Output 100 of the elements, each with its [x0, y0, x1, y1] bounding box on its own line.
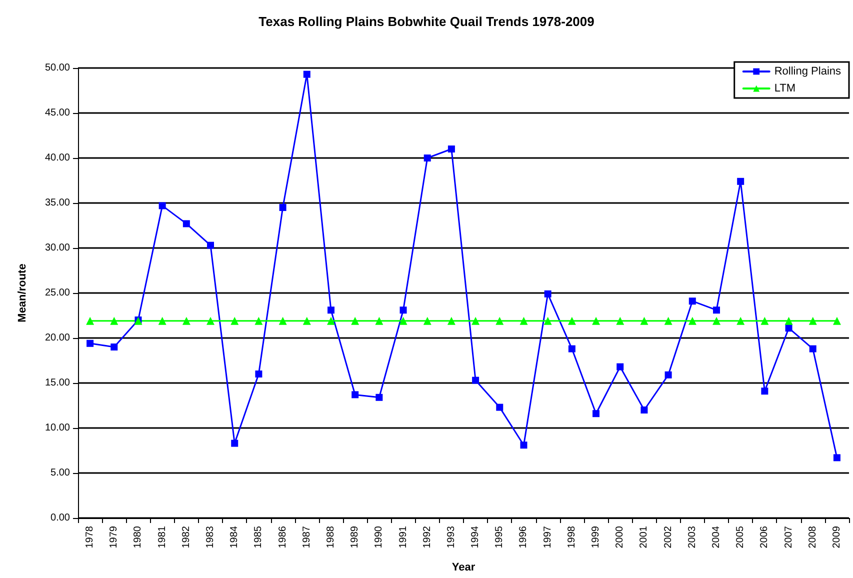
point	[303, 70, 310, 78]
x-tick-label: 1997	[542, 526, 554, 548]
point	[351, 316, 360, 325]
x-tick-label: 1991	[398, 526, 409, 548]
point	[86, 316, 94, 325]
point	[760, 316, 769, 325]
chart-title: Texas Rolling Plains Bobwhite Quail Trends 1978-2009	[258, 14, 594, 29]
x-tick-label: 1984	[229, 526, 240, 548]
point	[327, 306, 334, 314]
point	[784, 316, 793, 325]
point	[255, 370, 262, 378]
point	[640, 406, 648, 414]
x-tick-label: 2003	[686, 526, 698, 548]
point	[182, 316, 190, 325]
point	[832, 316, 841, 325]
point	[375, 316, 384, 325]
point	[664, 371, 672, 378]
x-tick-label: 2006	[759, 526, 770, 548]
legend-label: LTM	[774, 82, 796, 94]
y-tick-label: 50.00	[44, 62, 70, 74]
point	[326, 316, 335, 325]
point	[86, 340, 94, 347]
point	[158, 202, 166, 210]
point	[688, 316, 696, 325]
point	[400, 306, 407, 314]
x-tick-label: 1994	[470, 526, 482, 548]
y-tick-label: 30.00	[44, 242, 70, 254]
point	[254, 316, 263, 325]
point	[544, 290, 552, 298]
point	[809, 345, 816, 352]
point	[278, 316, 287, 325]
point	[231, 440, 238, 447]
x-tick-label: 1987	[301, 526, 312, 548]
point	[302, 316, 311, 325]
x-tick-label: 1982	[180, 526, 192, 548]
point	[761, 388, 768, 395]
y-tick-label: 10.00	[44, 422, 70, 434]
x-tick-label: 2009	[831, 526, 842, 548]
x-tick-label: 1979	[108, 526, 120, 548]
point	[592, 410, 600, 418]
x-tick-label: 1989	[350, 526, 361, 548]
point	[447, 316, 456, 325]
x-tick-label: 1992	[422, 526, 433, 548]
x-tick-label: 2005	[735, 526, 746, 548]
legend-label: Rolling Plains	[774, 66, 842, 78]
x-tick-label: 1983	[205, 526, 216, 548]
y-tick-label: 5.00	[50, 468, 70, 478]
point	[808, 316, 817, 325]
point	[206, 316, 215, 325]
point	[737, 178, 744, 185]
point	[423, 316, 432, 325]
x-tick-label: 1985	[253, 526, 264, 548]
point	[230, 316, 239, 325]
point	[352, 391, 359, 398]
point	[472, 376, 480, 384]
y-tick-label: 40.00	[44, 152, 70, 164]
point	[207, 242, 214, 249]
point	[616, 363, 624, 370]
x-tick-label: 2008	[807, 526, 818, 548]
x-tick-label: 1986	[277, 526, 288, 548]
x-axis-title: Year	[452, 562, 476, 574]
point	[568, 345, 576, 352]
x-tick-label: 1999	[590, 526, 602, 548]
point	[520, 442, 528, 449]
x-tick-label: 2004	[710, 526, 722, 548]
point	[448, 146, 455, 152]
point	[110, 344, 118, 350]
point	[712, 306, 720, 314]
x-tick-label: 2000	[614, 526, 626, 548]
y-axis-title: Mean/route	[16, 264, 28, 322]
point	[568, 316, 576, 325]
y-tick-label: 25.00	[44, 288, 70, 298]
x-tick-label: 1981	[156, 526, 168, 548]
y-tick-label: 15.00	[44, 378, 70, 388]
y-tick-label: 0.00	[50, 512, 70, 524]
y-tick-label: 20.00	[44, 332, 70, 344]
point	[424, 154, 431, 162]
point	[496, 404, 504, 411]
point	[110, 316, 118, 325]
y-tick-label: 35.00	[44, 198, 70, 208]
x-tick-label: 1980	[132, 526, 144, 548]
point	[399, 316, 408, 325]
point	[712, 316, 720, 325]
point	[496, 316, 504, 325]
x-tick-label: 2002	[662, 526, 674, 548]
point	[664, 316, 672, 325]
point	[182, 220, 190, 228]
x-tick-label: 1996	[518, 526, 530, 548]
point	[376, 394, 383, 401]
x-tick-label: 1998	[566, 526, 578, 548]
x-tick-label: 1978	[84, 526, 96, 548]
point	[833, 454, 840, 462]
x-tick-label: 2007	[783, 526, 794, 548]
point	[688, 298, 696, 305]
point	[616, 316, 624, 325]
point	[736, 316, 745, 325]
x-tick-label: 1988	[325, 526, 336, 548]
x-tick-label: 1995	[494, 526, 506, 548]
point	[158, 316, 166, 325]
x-tick-label: 1993	[446, 526, 457, 548]
